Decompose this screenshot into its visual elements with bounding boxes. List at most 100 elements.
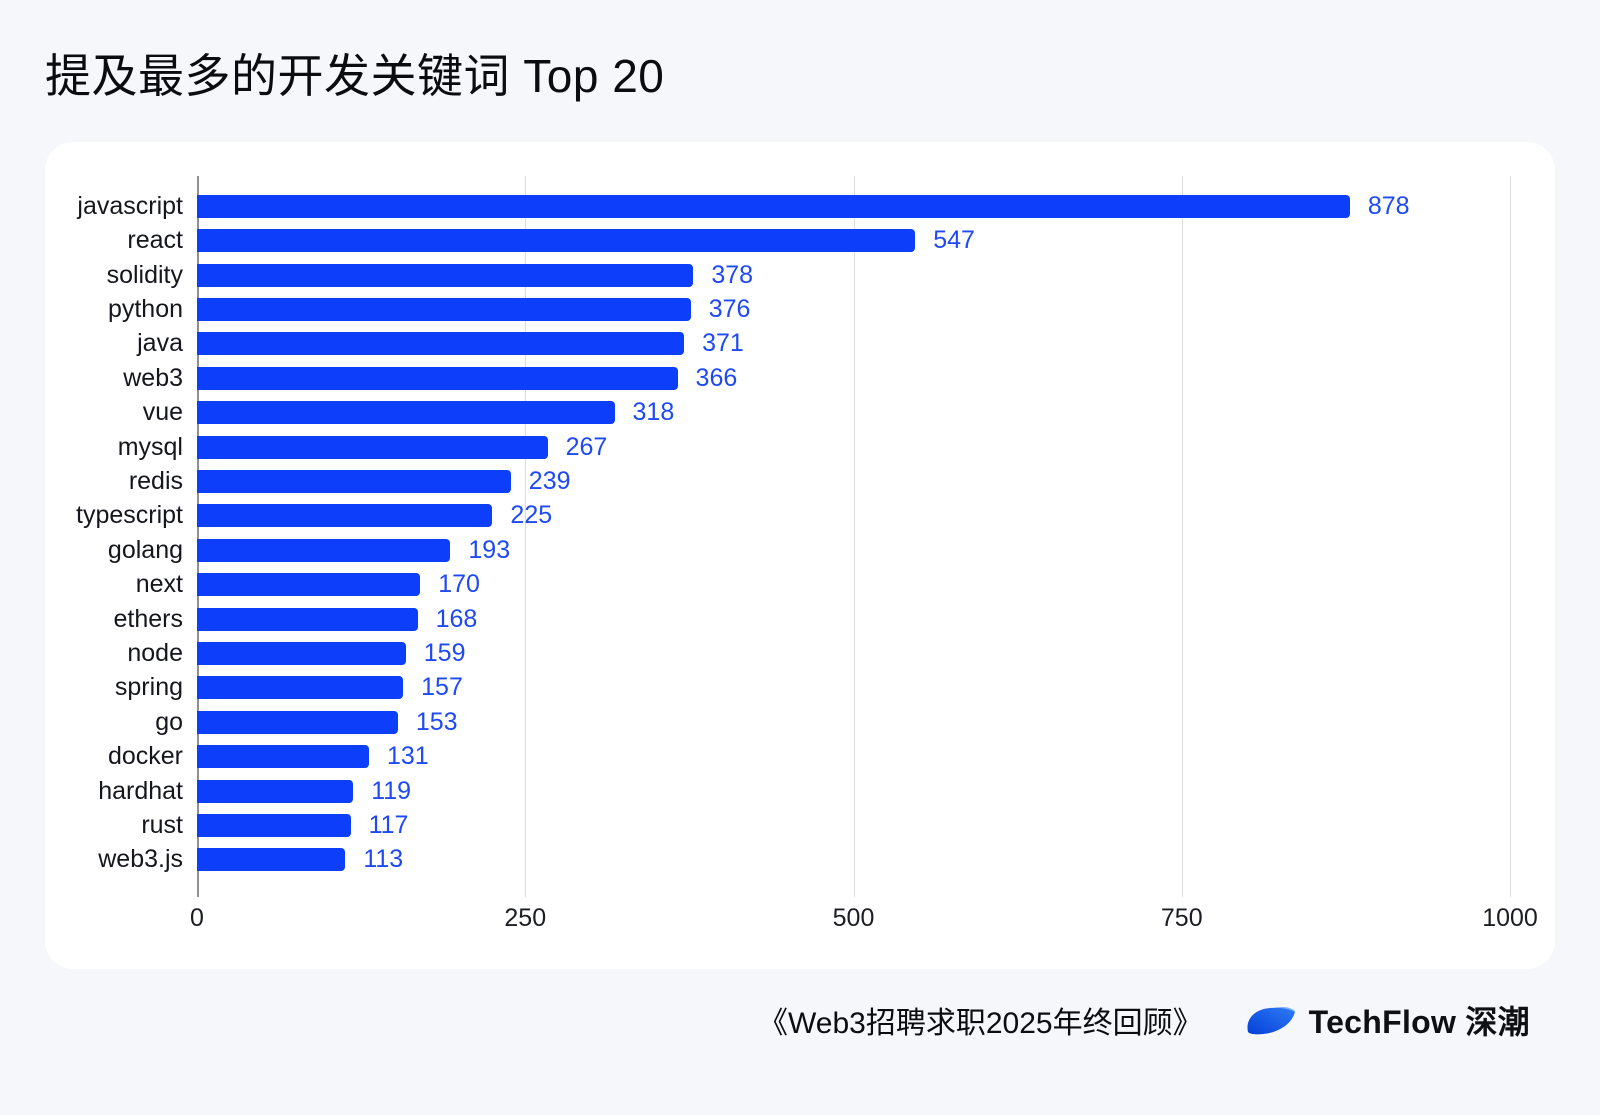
category-label: python [107, 294, 183, 323]
bar-row: java 371 [45, 327, 1510, 361]
category-label: solidity [106, 260, 183, 289]
category-label: mysql [117, 432, 183, 461]
bar-row: hardhat 119 [45, 774, 1510, 808]
bar-chart: javascript 878 react 547 solidity 378 python 37… [45, 176, 1511, 897]
bar-track: 170 [197, 570, 1510, 599]
gridline [853, 176, 855, 897]
bar [197, 573, 421, 597]
category-label: redis [128, 466, 183, 495]
bar-row: redis 239 [45, 464, 1510, 498]
brand-name: TechFlow 深潮 [1308, 1004, 1530, 1040]
category-label: golang [107, 535, 183, 564]
bar-track: 547 [197, 226, 1510, 255]
bar [197, 504, 493, 528]
bar-track: 267 [197, 432, 1510, 461]
bar [197, 538, 451, 562]
value-label: 153 [415, 707, 458, 736]
category-label: docker [107, 742, 183, 771]
bar [197, 641, 406, 665]
bar-row: solidity 378 [45, 258, 1510, 292]
bar-track: 318 [197, 398, 1510, 427]
bar [197, 745, 369, 769]
bar [197, 676, 404, 700]
bar [197, 229, 916, 253]
bar-row: python 376 [45, 292, 1510, 326]
bar-rows: javascript 878 react 547 solidity 378 python 37… [45, 176, 1510, 890]
category-label: rust [141, 811, 183, 840]
bar [197, 814, 351, 838]
gridline [525, 176, 527, 897]
bar-row: web3.js 113 [45, 843, 1510, 877]
category-label: web3.js [98, 845, 183, 874]
value-label: 267 [565, 432, 608, 461]
value-label: 878 [1367, 191, 1410, 220]
value-label: 547 [933, 226, 975, 255]
x-tick-label: 750 [1160, 904, 1203, 932]
value-label: 378 [711, 260, 754, 289]
value-label: 239 [528, 466, 571, 495]
value-label: 371 [702, 329, 744, 358]
source-text: 《Web3招聘求职2025年终回顾》 [758, 1007, 1203, 1040]
x-tick-label: 500 [832, 904, 875, 932]
category-label: hardhat [98, 776, 183, 805]
value-label: 366 [695, 363, 738, 392]
bar [197, 607, 418, 631]
bar-track: 153 [197, 707, 1510, 736]
page-title: 提及最多的开发关键词 Top 20 [45, 50, 665, 102]
category-label: react [127, 226, 183, 255]
y-axis-line [197, 176, 199, 897]
bar-row: docker 131 [45, 740, 1510, 774]
bar-row: spring 157 [45, 671, 1510, 705]
bar [197, 332, 685, 356]
bar-row: javascript 878 [45, 189, 1510, 223]
bar [197, 401, 615, 425]
techflow-logo-icon [1243, 1005, 1296, 1036]
bar-track: 366 [197, 363, 1510, 392]
category-label: next [135, 570, 183, 599]
value-label: 168 [435, 604, 478, 633]
value-label: 318 [632, 398, 675, 427]
category-label: ethers [113, 604, 183, 633]
bar-track: 113 [197, 847, 1510, 872]
bar-row: mysql 267 [45, 430, 1510, 464]
bar-row: golang 193 [45, 533, 1510, 567]
category-label: go [155, 707, 183, 736]
bar-row: vue 318 [45, 395, 1510, 429]
value-label: 225 [510, 501, 553, 530]
value-label: 131 [387, 742, 429, 771]
x-tick-label: 1000 [1482, 904, 1538, 932]
bar-row: ethers 168 [45, 602, 1510, 636]
category-label: java [137, 329, 183, 358]
bar-row: node 159 [45, 636, 1510, 670]
bar-track: 239 [197, 466, 1510, 495]
bar [197, 710, 398, 734]
value-label: 376 [708, 294, 751, 323]
plot-area [197, 176, 1511, 897]
gridline [1510, 176, 1511, 897]
chart-card: javascript 878 react 547 solidity 378 python 37… [45, 142, 1555, 969]
bar [197, 848, 346, 872]
bar-row: rust 117 [45, 808, 1510, 842]
bar-track: 157 [197, 675, 1510, 700]
x-axis: 0 250 500 750 1000 [190, 904, 1538, 938]
bar-track: 193 [197, 535, 1510, 564]
bar-track: 878 [197, 191, 1510, 220]
category-label: spring [114, 673, 183, 702]
category-label: javascript [77, 191, 183, 220]
value-label: 193 [468, 535, 511, 564]
category-label: vue [142, 398, 183, 427]
category-label: node [127, 638, 183, 667]
value-label: 170 [438, 570, 480, 599]
bar-row: react 547 [45, 223, 1510, 257]
bar-track: 376 [197, 294, 1510, 323]
bar [197, 366, 678, 390]
bar [197, 297, 691, 321]
bar-track: 371 [197, 329, 1510, 358]
bar-track: 168 [197, 604, 1510, 633]
bar-row: typescript 225 [45, 499, 1510, 533]
gridline [1181, 176, 1183, 897]
page: 提及最多的开发关键词 Top 20 javascript 878 react 547 s… [0, 40, 1600, 1115]
footer: 《Web3招聘求职2025年终回顾》 TechFlow 深潮 [45, 995, 1555, 1045]
category-label: typescript [76, 501, 183, 530]
x-tick-label: 250 [504, 904, 547, 932]
